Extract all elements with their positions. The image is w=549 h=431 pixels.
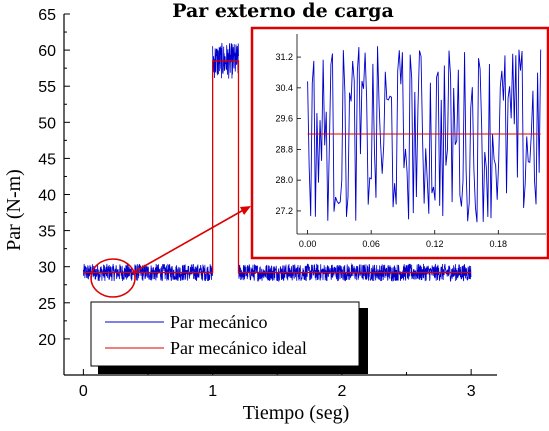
main-plot-axes: 20 25 30 35 40 45 50 55 60 65 0 1 2 3	[38, 7, 497, 400]
inset-x-tick-label: 0.00	[299, 239, 317, 249]
series-par-mecanico-segment	[212, 42, 239, 79]
y-axis-label: Par (N-m)	[3, 169, 25, 251]
y-tick-label: 65	[38, 7, 56, 24]
legend-label-par-mecanico: Par mecánico	[170, 312, 267, 332]
y-tick-label: 30	[38, 260, 56, 277]
inset-y-tick-label: 28.8	[275, 144, 293, 154]
y-tick-label: 20	[38, 332, 56, 349]
legend-label-par-mecanico-ideal: Par mecánico ideal	[170, 338, 307, 358]
series-par-mecanico-ideal	[83, 60, 472, 274]
x-tick-label: 3	[467, 383, 476, 400]
y-tick-label: 55	[38, 79, 56, 96]
inset-y-tick-label: 27.2	[275, 206, 293, 216]
inset-y-ticks: 27.2 28.0 28.8 29.6 30.4 31.2	[275, 52, 301, 216]
series-par-mecanico-segment	[82, 263, 214, 282]
zoom-arrow-head	[240, 206, 251, 215]
inset-y-tick-label: 29.6	[275, 114, 293, 124]
inset-x-ticks: 0.00 0.06 0.12 0.18	[299, 230, 507, 249]
zoom-arrow	[133, 207, 248, 273]
inset-y-tick-label: 28.0	[275, 175, 293, 185]
y-tick-label: 25	[38, 296, 56, 313]
x-tick-label: 2	[337, 383, 346, 400]
zoom-highlight-ellipse	[90, 258, 136, 298]
inset-x-tick-label: 0.12	[426, 239, 444, 249]
inset-series-group	[307, 46, 542, 223]
inset-y-tick-label: 30.4	[275, 83, 293, 93]
x-tick-label: 0	[79, 383, 88, 400]
inset-series-par-mecanico	[307, 46, 542, 223]
y-tick-label: 50	[38, 115, 56, 132]
inset-x-tick-label: 0.06	[362, 239, 380, 249]
inset-x-tick-label: 0.18	[490, 239, 508, 249]
inset-zoom-plot: 27.2 28.0 28.8 29.6 30.4 31.2 0.00 0.06 0.12 0.1…	[250, 26, 549, 260]
y-tick-label: 40	[38, 188, 56, 205]
y-tick-label: 45	[38, 151, 56, 168]
inset-y-tick-label: 31.2	[275, 52, 293, 62]
y-tick-label: 60	[38, 43, 56, 60]
legend: Par mecánico Par mecánico ideal	[90, 301, 368, 374]
chart-title: Par externo de carga	[172, 0, 394, 22]
x-tick-label: 1	[208, 383, 217, 400]
series-par-mecanico-segment	[238, 262, 472, 282]
x-axis-label: Tiempo (seg)	[243, 402, 349, 424]
y-ticks: 20 25 30 35 40 45 50 55 60 65	[38, 7, 70, 349]
y-tick-label: 35	[38, 224, 56, 241]
legend-box	[90, 301, 360, 367]
main-series-group	[82, 42, 472, 282]
